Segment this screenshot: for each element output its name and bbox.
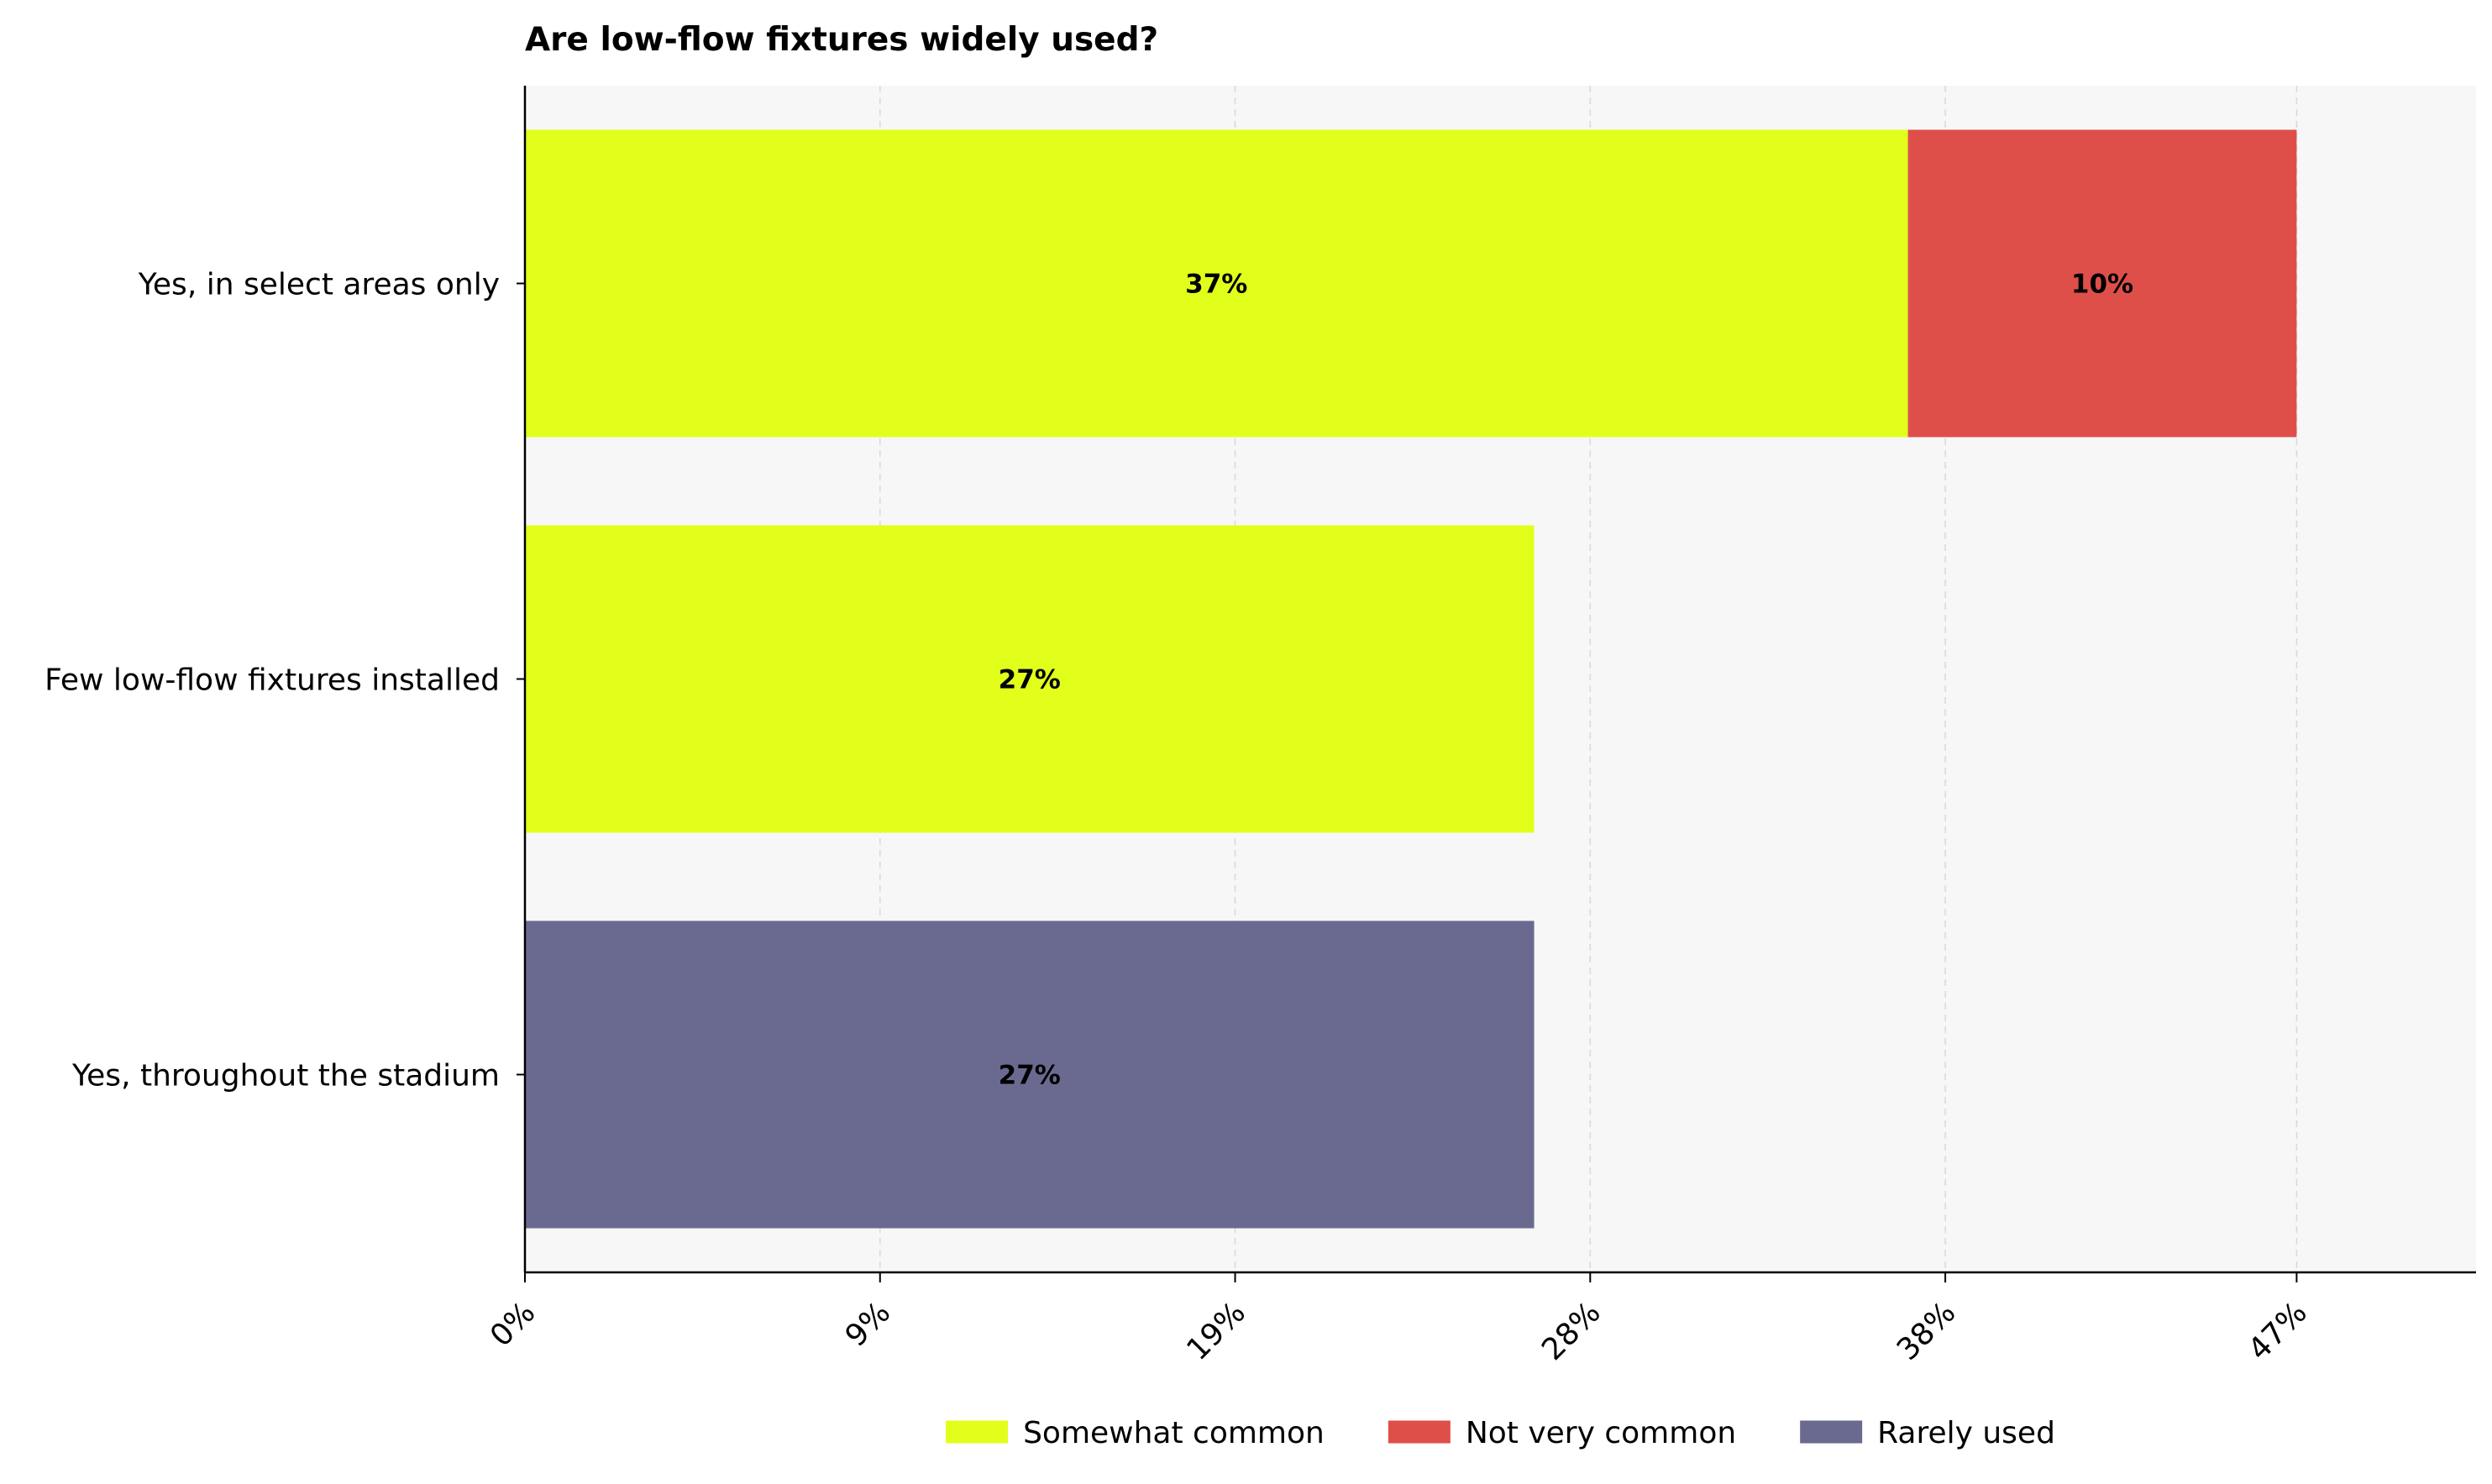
- legend-swatch: [1388, 1420, 1451, 1444]
- bar-segment: [525, 920, 1535, 1229]
- y-tick-label: Yes, throughout the stadium: [71, 1059, 500, 1093]
- y-tick-label: Yes, in select areas only: [138, 268, 500, 302]
- bar-segment: [525, 129, 1908, 438]
- bar-data-label: 27%: [999, 665, 1061, 695]
- bar-data-label: 37%: [1185, 270, 1247, 300]
- legend-swatch: [1800, 1420, 1863, 1444]
- x-tick-label: 47%: [2242, 1295, 2314, 1367]
- legend-label: Rarely used: [1877, 1416, 2055, 1450]
- x-tick-label: 38%: [1891, 1295, 1963, 1367]
- bar-data-label: 10%: [2071, 270, 2133, 300]
- x-tick-label: 9%: [839, 1295, 897, 1353]
- x-tick-label: 28%: [1535, 1295, 1608, 1367]
- x-tick-label: 0%: [484, 1295, 542, 1353]
- bar-segment: [1907, 129, 2297, 438]
- chart-title: Are low-flow fixtures widely used?: [525, 21, 1158, 59]
- bar-data-label: 27%: [999, 1061, 1061, 1091]
- legend-label: Not very common: [1466, 1416, 1736, 1450]
- y-tick-label: Few low-flow fixtures installed: [45, 663, 500, 698]
- x-tick-label: 19%: [1180, 1295, 1252, 1367]
- legend-swatch: [946, 1420, 1009, 1444]
- bar-segment: [525, 525, 1535, 833]
- legend-label: Somewhat common: [1023, 1416, 1325, 1450]
